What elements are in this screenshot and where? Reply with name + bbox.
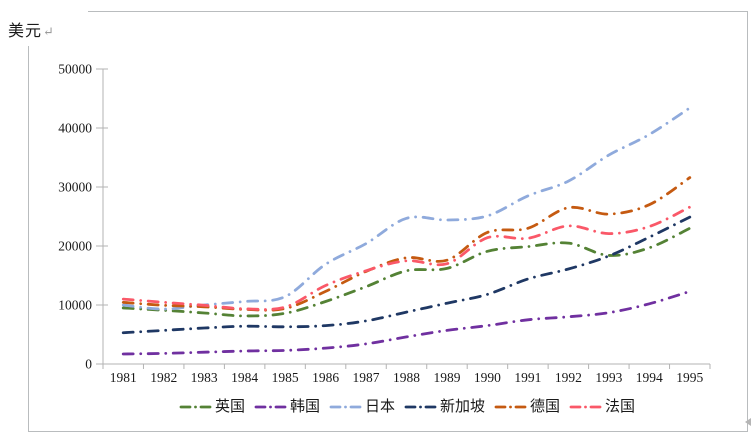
y-axis-tick-label: 50000 xyxy=(58,62,92,77)
paragraph-return-mark: ↵ xyxy=(43,24,55,39)
legend-key-line xyxy=(179,405,213,409)
series-line-5 xyxy=(121,205,692,311)
legend-item-0: 英国 xyxy=(179,396,245,418)
chart-legend: 英国 韩国 日本 新加坡 德国 法国 xyxy=(103,396,711,418)
legend-key-line xyxy=(494,405,528,409)
legend-label: 法国 xyxy=(605,399,636,415)
y-axis-tick-label: 10000 xyxy=(58,298,92,313)
y-axis-tick-label: 20000 xyxy=(58,239,92,254)
x-axis-tick-label: 1989 xyxy=(433,370,460,385)
x-axis-tick-label: 1981 xyxy=(110,370,137,385)
x-axis-tick-label: 1988 xyxy=(393,370,420,385)
series-line-0 xyxy=(121,226,692,318)
y-axis-tick-label: 0 xyxy=(85,357,92,372)
y-axis-tick-label: 30000 xyxy=(58,180,92,195)
y-axis-tick-label: 40000 xyxy=(58,121,92,136)
x-axis-tick-label: 1994 xyxy=(636,370,663,385)
legend-item-5: 法国 xyxy=(569,396,635,418)
x-axis-tick-label: 1992 xyxy=(555,370,582,385)
legend-key-line xyxy=(254,405,288,409)
x-axis-tick-label: 1987 xyxy=(353,370,380,385)
corner-patch xyxy=(0,0,88,46)
axis-unit-label: 美元↵ xyxy=(8,17,55,41)
x-axis-tick-label: 1982 xyxy=(150,370,177,385)
series-line-2 xyxy=(121,106,692,311)
x-axis-tick-label: 1983 xyxy=(191,370,218,385)
series-line-3 xyxy=(121,215,692,335)
x-axis-tick-label: 1984 xyxy=(231,370,258,385)
legend-label: 新加坡 xyxy=(440,399,486,415)
x-axis-tick-label: 1990 xyxy=(474,370,501,385)
x-axis-tick-label: 1995 xyxy=(676,370,703,385)
x-axis-tick-label: 1991 xyxy=(514,370,541,385)
legend-key-line xyxy=(329,405,363,409)
legend-key-line xyxy=(569,405,603,409)
legend-label: 日本 xyxy=(364,399,395,415)
series-line-4 xyxy=(121,176,692,312)
legend-item-4: 德国 xyxy=(494,396,560,418)
legend-label: 韩国 xyxy=(289,399,320,415)
legend-item-3: 新加坡 xyxy=(404,396,485,418)
legend-item-2: 日本 xyxy=(329,396,395,418)
series-line-1 xyxy=(121,290,692,356)
legend-item-1: 韩国 xyxy=(254,396,320,418)
legend-label: 德国 xyxy=(530,399,561,415)
x-axis-tick-label: 1986 xyxy=(312,370,339,385)
chart-object-border xyxy=(28,11,748,432)
x-axis-tick-label: 1993 xyxy=(595,370,622,385)
legend-key-line xyxy=(404,405,438,409)
legend-label: 英国 xyxy=(214,399,245,415)
scroll-artifact-icon xyxy=(745,418,751,426)
unit-text: 美元 xyxy=(8,23,43,40)
x-axis-tick-label: 1985 xyxy=(272,370,299,385)
